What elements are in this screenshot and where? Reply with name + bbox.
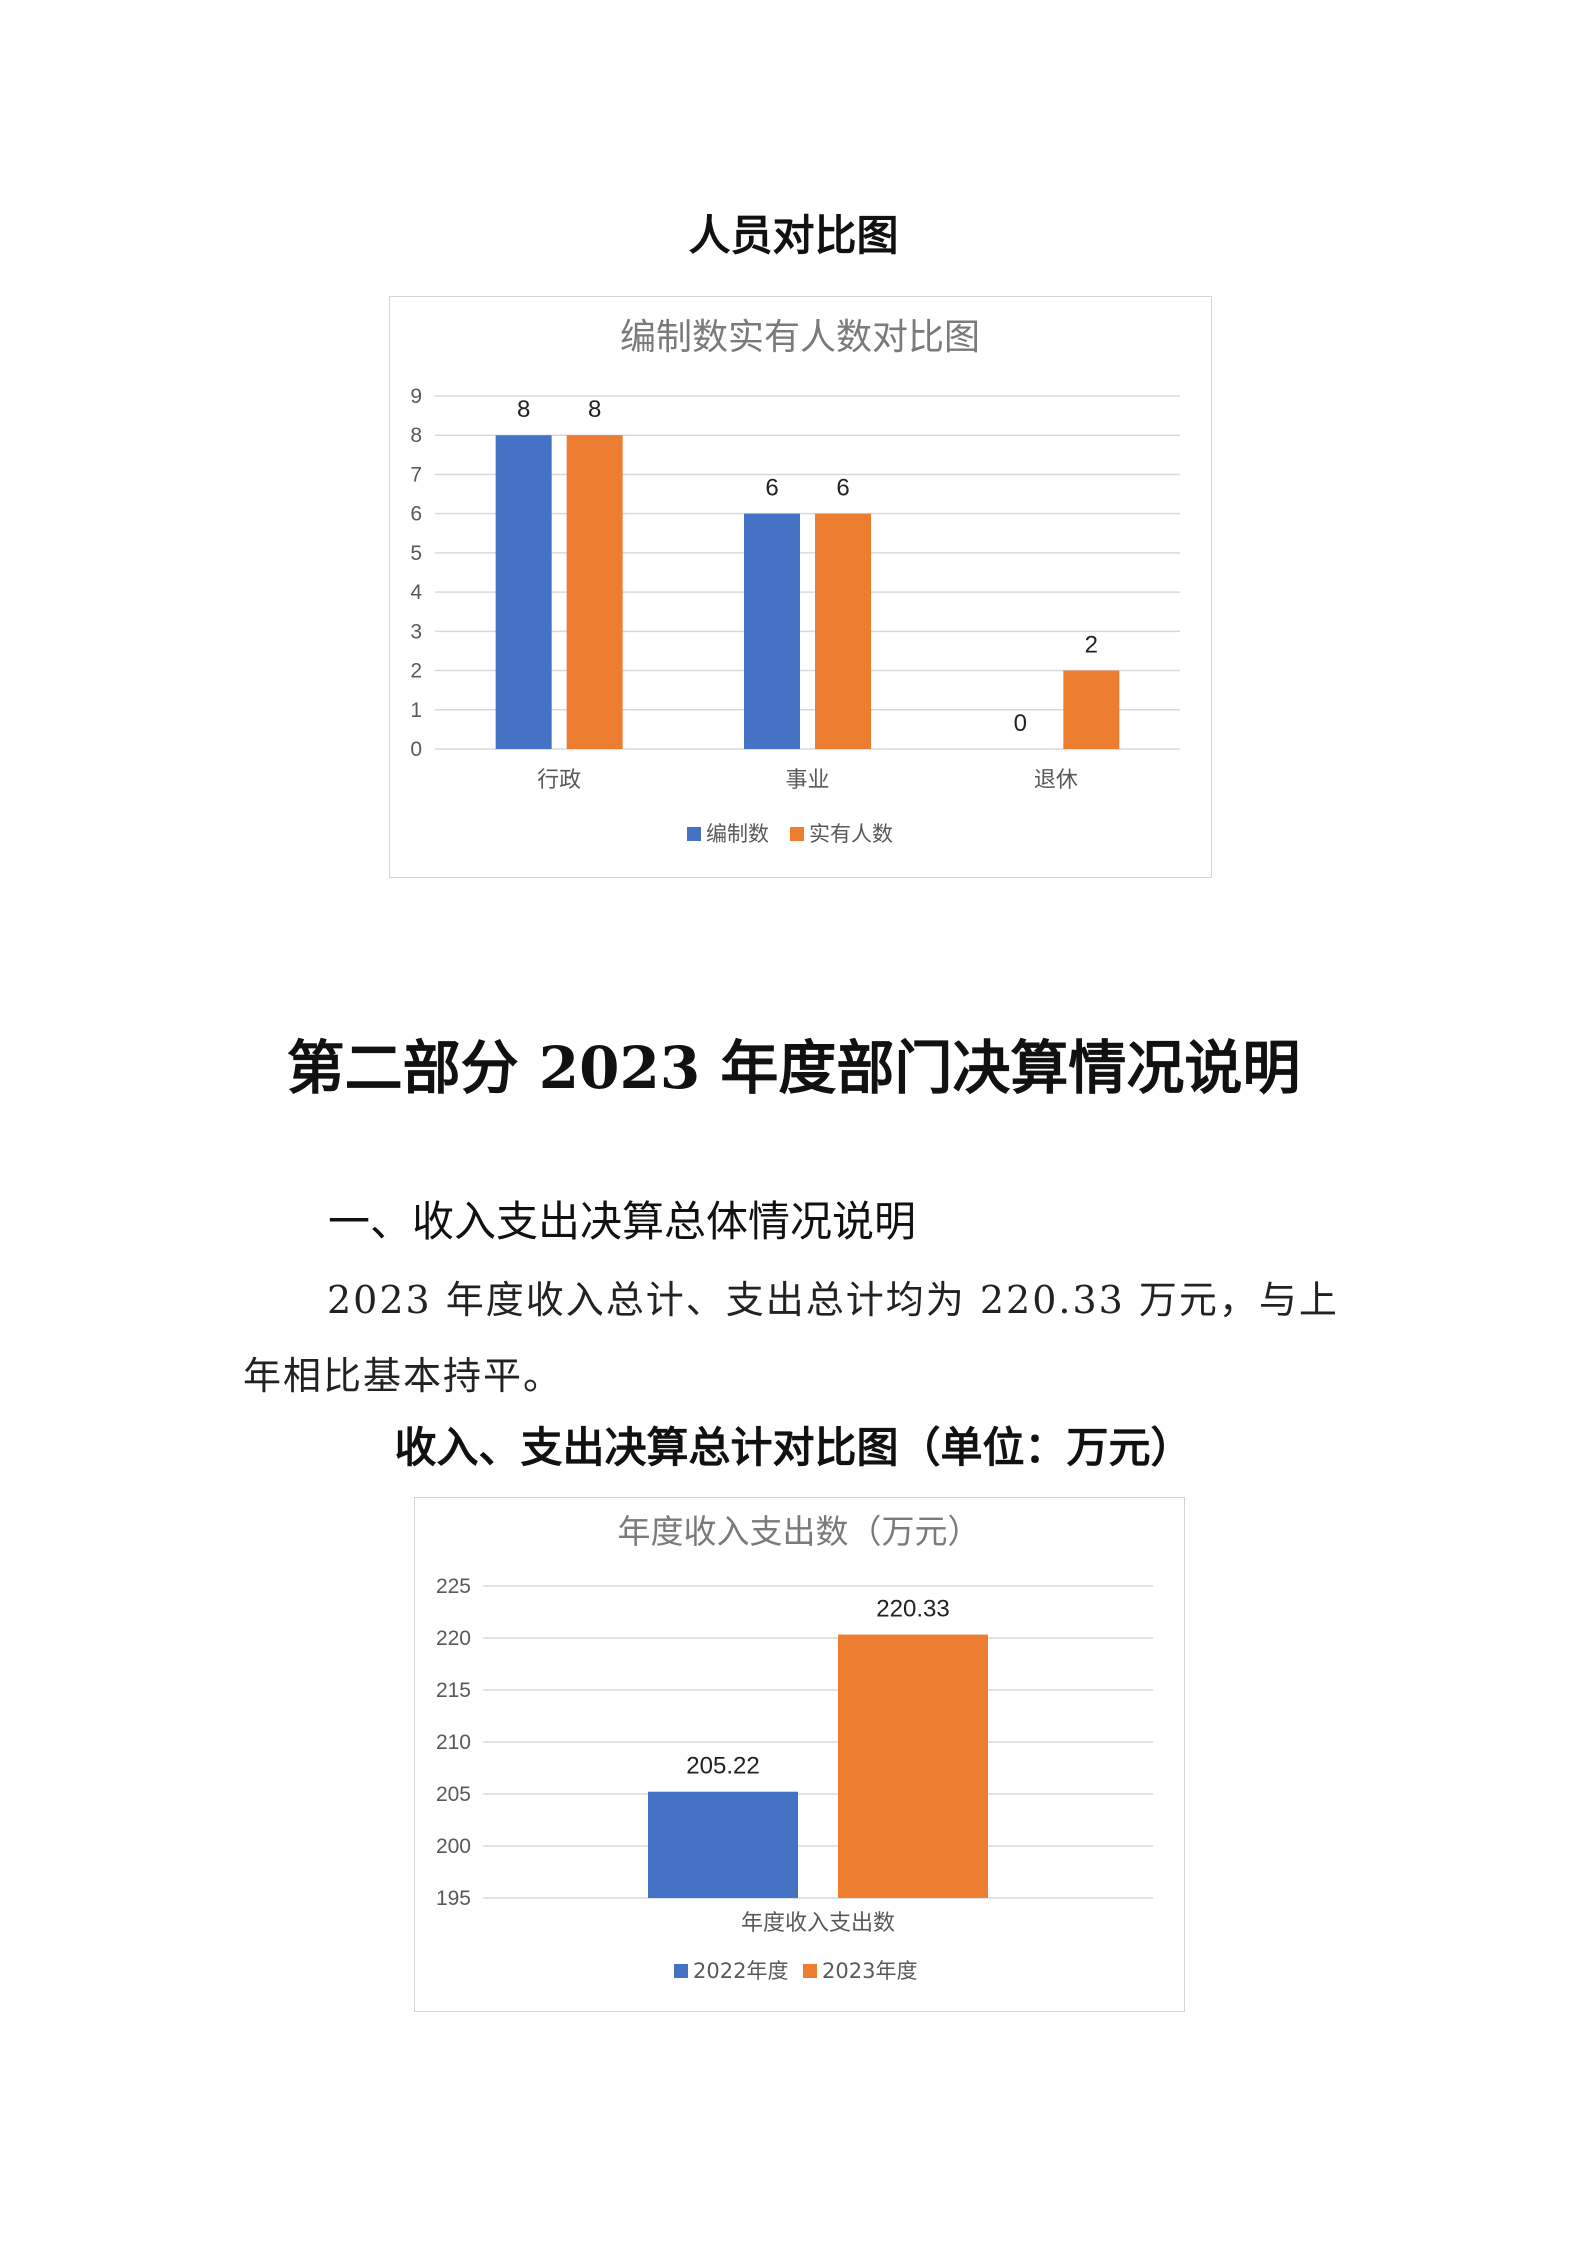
income-chart-frame: 年度收入支出数（万元） 195 200 205 210 215 220 225 年度收入支出数… — [414, 1497, 1185, 2012]
data-label: 8 — [517, 396, 530, 423]
bar — [566, 435, 623, 749]
staff-chart-frame: 编制数实有人数对比图 0 1 2 3 4 5 6 7 8 9 行政 8 8 事业 6 6 退休 0 2 编制数 实有… — [389, 296, 1212, 878]
bar — [495, 435, 552, 749]
y-tick-label: 210 — [436, 1731, 471, 1754]
y-tick-label: 5 — [410, 542, 422, 565]
body-paragraph: 2023 年度收入总计、支出总计均为 220.33 万元，与上年相比基本持平。 — [243, 1278, 1339, 1398]
y-tick-label: 8 — [410, 424, 422, 447]
data-label: 6 — [836, 475, 849, 502]
y-tick-label: 225 — [436, 1575, 471, 1598]
y-tick-label: 200 — [436, 1835, 471, 1858]
y-tick-label: 2 — [410, 660, 422, 683]
y-tick-label: 3 — [410, 620, 422, 643]
chart1-caption: 人员对比图 — [688, 211, 899, 260]
data-label: 8 — [588, 396, 601, 423]
bar — [815, 513, 871, 749]
legend-swatch-series1 — [687, 827, 701, 841]
bar — [744, 513, 800, 749]
data-label: 6 — [765, 475, 778, 502]
y-tick-label: 1 — [410, 699, 422, 722]
x-category-label: 事业 — [785, 768, 829, 793]
y-tick-label: 0 — [410, 738, 422, 761]
legend-swatch-series2 — [790, 827, 804, 841]
legend-swatch-2023 — [803, 1964, 817, 1978]
data-label: 2 — [1085, 632, 1098, 659]
staff-comparison-chart: 编制数实有人数对比图 0 1 2 3 4 5 6 7 8 9 行政 8 8 事业 6 6 退休 0 2 编制数 实有… — [410, 317, 1180, 846]
legend-label-series2: 实有人数 — [809, 822, 893, 846]
y-tick-label: 9 — [410, 385, 422, 408]
x-category-label: 退休 — [1034, 768, 1078, 793]
bar — [1063, 670, 1120, 749]
data-label: 0 — [1014, 710, 1027, 737]
legend-label-2022: 2022年度 — [693, 1959, 788, 1983]
y-tick-label: 4 — [410, 581, 422, 604]
x-category-label: 行政 — [537, 768, 581, 793]
chart1-title: 编制数实有人数对比图 — [620, 317, 980, 358]
bar — [838, 1634, 988, 1898]
part-title: 第二部分 2023 年度部门决算情况说明 — [286, 1034, 1301, 1102]
legend-swatch-2022 — [674, 1964, 688, 1978]
x-category-label: 年度收入支出数 — [741, 1911, 895, 1936]
bar — [648, 1791, 798, 1898]
chart2-caption: 收入、支出决算总计对比图（单位：万元） — [394, 1423, 1193, 1472]
y-tick-label: 205 — [436, 1783, 471, 1806]
chart2-title: 年度收入支出数（万元） — [618, 1512, 981, 1551]
section-heading: 一、收入支出决算总体情况说明 — [328, 1197, 917, 1246]
data-label: 205.22 — [686, 1753, 759, 1780]
y-tick-label: 195 — [436, 1887, 471, 1910]
data-label: 220.33 — [876, 1596, 949, 1623]
y-tick-label: 215 — [436, 1679, 471, 1702]
y-tick-label: 7 — [410, 463, 422, 486]
legend-label-series1: 编制数 — [706, 822, 769, 846]
y-tick-label: 220 — [436, 1627, 471, 1650]
income-expenditure-chart: 年度收入支出数（万元） 195 200 205 210 215 220 225 年度收入支出数… — [436, 1512, 1153, 1983]
legend-label-2023: 2023年度 — [822, 1959, 917, 1983]
y-tick-label: 6 — [410, 503, 422, 526]
